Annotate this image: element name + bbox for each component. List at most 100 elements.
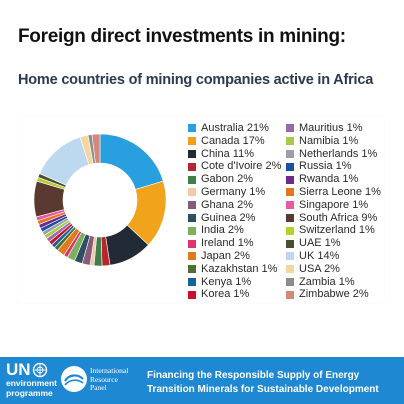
unep-sub-line2: programme: [6, 387, 53, 398]
unep-sub-line1: environment: [6, 378, 58, 388]
legend-label: Russia 1%: [299, 160, 352, 173]
legend-swatch: [286, 265, 294, 274]
legend-item-korea: Korea 1%: [188, 288, 281, 301]
legend-item-mauritius: Mauritius 1%: [286, 122, 381, 135]
legend-swatch: [286, 149, 294, 158]
legend-label: Kazakhstan 1%: [201, 262, 278, 275]
legend-item-germany: Germany 1%: [188, 186, 281, 199]
legend-item-cote-d-ivoire: Cote d'Ivoire 2%: [188, 160, 281, 173]
irp-logo-icon: [61, 366, 87, 392]
legend-swatch: [188, 265, 196, 274]
legend-swatch: [188, 175, 196, 184]
legend-swatch: [188, 239, 196, 248]
legend-swatch: [188, 213, 196, 222]
legend-item-usa: USA 2%: [286, 263, 381, 276]
legend-label: South Africa 9%: [299, 211, 378, 224]
legend-swatch: [188, 124, 196, 133]
legend-label: Namibia 1%: [299, 134, 359, 147]
legend-item-ireland: Ireland 1%: [188, 237, 281, 250]
legend-item-sierra-leone: Sierra Leone 1%: [286, 186, 381, 199]
legend-swatch: [286, 137, 294, 146]
footer-caption-line1: Financing the Responsible Supply of Ener…: [147, 370, 360, 381]
legend-item-kazakhstan: Kazakhstan 1%: [188, 263, 281, 276]
legend-swatch: [188, 290, 196, 299]
legend-label: Cote d'Ivoire 2%: [201, 160, 282, 173]
page-title: Foreign direct investments in mining:: [18, 26, 346, 47]
legend-swatch: [188, 252, 196, 261]
legend-item-russia: Russia 1%: [286, 160, 381, 173]
legend-swatch: [286, 277, 294, 286]
legend-label: UAE 1%: [299, 237, 341, 250]
legend-swatch: [286, 252, 294, 261]
unep-logo-text: UN: [6, 360, 31, 379]
donut-slice-zimbabwe: [91, 133, 101, 164]
legend-swatch: [286, 213, 294, 222]
legend-swatch: [286, 175, 294, 184]
legend-swatch: [286, 290, 294, 299]
irp-line1: International: [90, 366, 129, 375]
legend-item-netherlands: Netherlands 1%: [286, 148, 381, 161]
legend-label: Sierra Leone 1%: [299, 185, 381, 198]
legend-item-china: China 11%: [188, 148, 281, 161]
legend-item-zambia: Zambia 1%: [286, 276, 381, 289]
legend-label: Singapore 1%: [299, 198, 369, 211]
legend-item-south-africa: South Africa 9%: [286, 212, 381, 225]
legend-label: Rwanda 1%: [299, 173, 359, 186]
legend-label: Switzerland 1%: [299, 224, 375, 237]
legend-column-left: Australia 21% Canada 17% China 11% Cote d'I…: [188, 122, 281, 301]
legend-swatch: [188, 277, 196, 286]
footer-caption: Financing the Responsible Supply of Ener…: [147, 369, 379, 397]
legend-swatch: [188, 149, 196, 158]
legend-label: USA 2%: [299, 262, 340, 275]
legend-label: Kenya 1%: [201, 275, 252, 288]
footer-banner: UN environment programme International R…: [0, 357, 404, 404]
legend-swatch: [188, 226, 196, 235]
irp-line3: Panel: [90, 383, 107, 392]
legend-item-canada: Canada 17%: [188, 135, 281, 148]
legend-label: Ghana 2%: [201, 198, 253, 211]
legend-label: Canada 17%: [201, 134, 265, 147]
legend-item-guinea: Guinea 2%: [188, 212, 281, 225]
legend-swatch: [286, 162, 294, 171]
legend-item-zimbabwe: Zimbabwe 2%: [286, 288, 381, 301]
legend-swatch: [188, 188, 196, 197]
legend-item-kenya: Kenya 1%: [188, 276, 281, 289]
donut-chart: [33, 133, 167, 267]
legend-item-uk: UK 14%: [286, 250, 381, 263]
legend-label: Zimbabwe 2%: [299, 288, 369, 301]
legend-label: Australia 21%: [201, 122, 269, 134]
legend-item-uae: UAE 1%: [286, 237, 381, 250]
irp-name: International Resource Panel: [90, 366, 129, 393]
un-emblem-icon: [32, 362, 47, 377]
legend-item-singapore: Singapore 1%: [286, 199, 381, 212]
legend-swatch: [286, 201, 294, 210]
legend-item-gabon: Gabon 2%: [188, 173, 281, 186]
unep-logo: UN environment programme: [6, 361, 57, 397]
legend-swatch: [286, 188, 294, 197]
legend-label: China 11%: [201, 147, 254, 160]
legend-item-india: India 2%: [188, 224, 281, 237]
legend-swatch: [188, 201, 196, 210]
legend-label: Japan 2%: [201, 249, 250, 262]
legend-item-rwanda: Rwanda 1%: [286, 173, 381, 186]
legend-label: Germany 1%: [201, 185, 266, 198]
donut-slice-australia: [99, 133, 164, 190]
legend-label: Zambia 1%: [299, 275, 355, 288]
legend-label: UK 14%: [299, 249, 340, 262]
legend-item-switzerland: Switzerland 1%: [286, 224, 381, 237]
legend-label: Mauritius 1%: [299, 122, 363, 134]
legend-item-ghana: Ghana 2%: [188, 199, 281, 212]
legend-label: Netherlands 1%: [299, 147, 378, 160]
legend-column-right: Mauritius 1% Namibia 1% Netherlands 1% Russ…: [286, 122, 381, 301]
legend-label: Gabon 2%: [201, 173, 253, 186]
legend-swatch: [286, 124, 294, 133]
legend-swatch: [188, 137, 196, 146]
footer-caption-line2: Transition Minerals for Sustainable Deve…: [147, 384, 379, 395]
legend-swatch: [286, 239, 294, 248]
legend-item-australia: Australia 21%: [188, 122, 281, 135]
legend-item-japan: Japan 2%: [188, 250, 281, 263]
legend-label: Korea 1%: [201, 288, 250, 301]
legend-label: Ireland 1%: [201, 237, 254, 250]
legend-swatch: [188, 162, 196, 171]
legend-item-namibia: Namibia 1%: [286, 135, 381, 148]
